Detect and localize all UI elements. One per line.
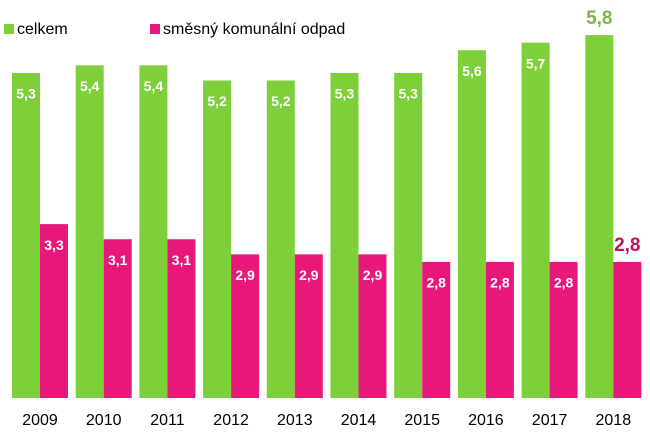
bar <box>358 254 387 398</box>
bar <box>457 50 486 399</box>
bar <box>394 72 423 399</box>
legend-label: celkem <box>17 21 68 38</box>
x-tick-label: 2012 <box>213 412 249 429</box>
data-label: 3,1 <box>172 252 192 268</box>
data-label: 5,3 <box>398 86 418 102</box>
legend-label: směsný komunální odpad <box>163 21 345 38</box>
bar <box>294 254 323 398</box>
bar <box>40 224 68 398</box>
data-label: 2,9 <box>363 267 383 283</box>
x-tick-label: 2009 <box>22 412 58 429</box>
data-label: 5,2 <box>271 93 291 109</box>
data-label: 5,4 <box>80 78 100 94</box>
bar <box>422 261 451 398</box>
data-label: 5,8 <box>586 8 612 29</box>
x-tick-label: 2018 <box>596 412 632 429</box>
data-label: 5,4 <box>144 78 164 94</box>
data-label: 2,8 <box>554 275 574 291</box>
data-label: 2,8 <box>490 275 510 291</box>
bar <box>203 80 232 398</box>
x-tick-label: 2015 <box>404 412 440 429</box>
data-label: 5,3 <box>16 86 36 102</box>
x-tick-label: 2016 <box>468 412 504 429</box>
bar <box>521 42 550 399</box>
bar <box>12 72 40 399</box>
data-label: 5,3 <box>335 86 355 102</box>
data-label: 5,6 <box>462 63 482 79</box>
data-label: 5,2 <box>207 93 227 109</box>
legend-swatch <box>4 24 14 34</box>
bar <box>485 261 514 398</box>
data-label: 2,9 <box>235 267 255 283</box>
bar <box>103 239 132 398</box>
bar <box>266 80 295 398</box>
data-label: 2,8 <box>614 235 640 256</box>
data-label: 3,3 <box>44 237 64 253</box>
data-label: 2,9 <box>299 267 319 283</box>
bar <box>231 254 260 398</box>
bar <box>330 72 359 399</box>
bar <box>585 35 614 399</box>
bar <box>549 261 578 398</box>
bar <box>167 239 196 398</box>
bar <box>75 65 104 399</box>
bar <box>613 261 642 398</box>
bar <box>139 65 168 399</box>
data-label: 3,1 <box>108 252 128 268</box>
data-label: 2,8 <box>426 275 446 291</box>
x-tick-label: 2010 <box>86 412 122 429</box>
x-tick-label: 2011 <box>150 412 185 429</box>
legend-swatch <box>150 24 160 34</box>
x-tick-label: 2013 <box>277 412 313 429</box>
x-tick-label: 2014 <box>341 412 377 429</box>
data-label: 5,7 <box>526 55 546 71</box>
x-tick-label: 2017 <box>532 412 568 429</box>
